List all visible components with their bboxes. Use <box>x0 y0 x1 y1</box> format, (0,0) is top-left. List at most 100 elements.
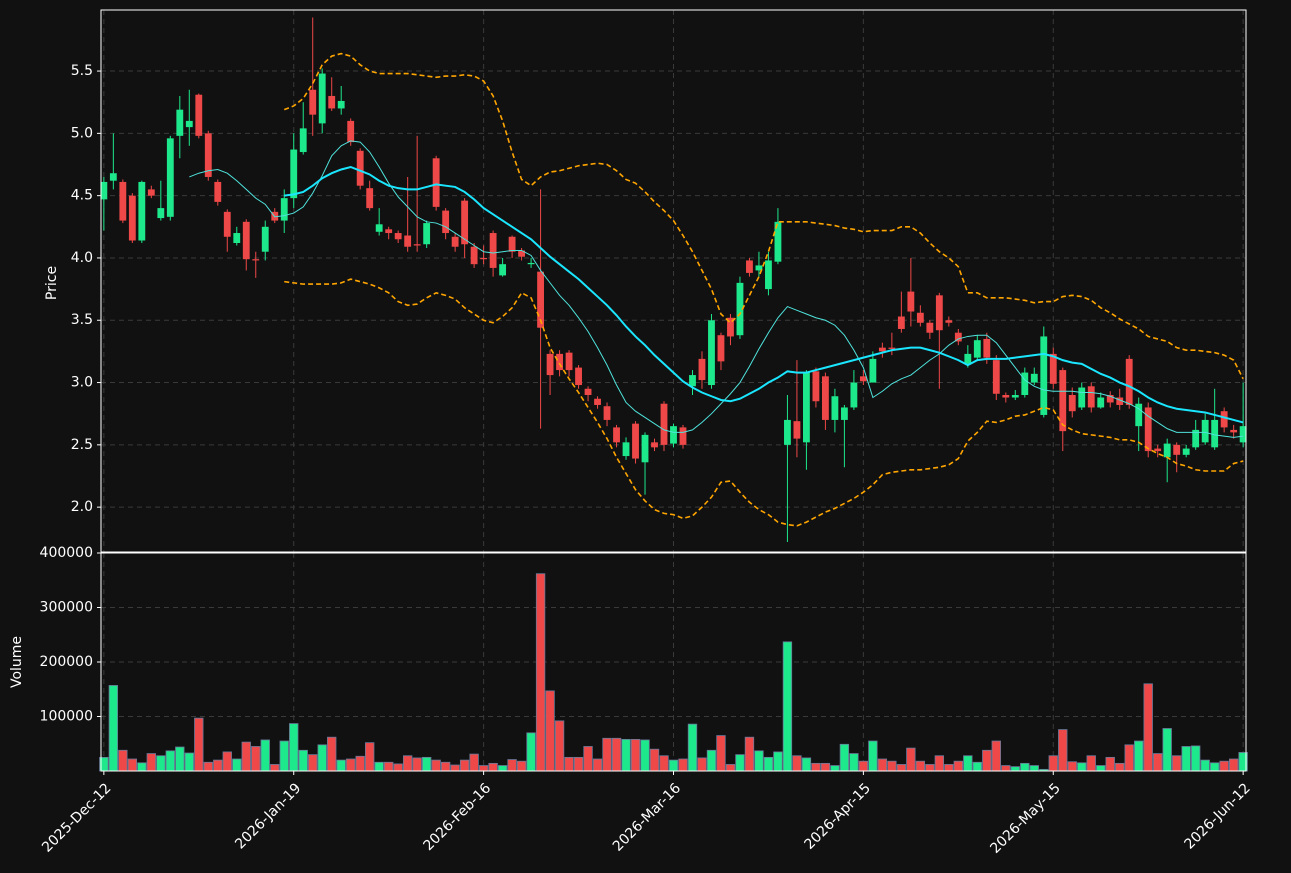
candle-body <box>1201 419 1209 443</box>
candle-body <box>176 109 184 136</box>
volume-bar <box>1086 755 1096 772</box>
candle-body <box>774 221 782 262</box>
volume-bar <box>1096 765 1106 772</box>
candle-body <box>1002 395 1010 398</box>
volume-bar <box>346 758 356 772</box>
volume-bar <box>232 758 242 772</box>
volume-bar <box>820 762 831 772</box>
volume-bar <box>516 760 527 772</box>
volume-bar <box>697 757 707 772</box>
candle-body <box>366 188 374 209</box>
volume-bar <box>478 765 489 772</box>
volume-bar <box>317 744 327 772</box>
volume-bar <box>1191 745 1201 772</box>
candle-body <box>385 229 393 234</box>
indicator-line <box>284 165 1244 424</box>
volume-bar <box>365 742 375 772</box>
candle-body <box>964 353 972 364</box>
volume-bar <box>213 759 223 772</box>
volume-bar <box>725 764 736 772</box>
y-tick-label: 2.0 <box>71 499 93 515</box>
candle-body <box>470 246 478 265</box>
candle-body <box>784 419 791 445</box>
candle-body <box>1230 429 1238 433</box>
volume-bar <box>972 761 982 772</box>
candle-body <box>537 271 544 328</box>
candle-body <box>793 421 801 439</box>
candle-body <box>394 233 402 240</box>
candle-body <box>337 100 345 109</box>
y-tick-label: 5.5 <box>71 63 93 79</box>
candle-body <box>1059 370 1067 432</box>
volume-bar <box>384 761 394 772</box>
candle-body <box>261 226 269 252</box>
y-axis-label: Volume <box>9 636 25 688</box>
volume-bar <box>1105 756 1115 772</box>
volume-bar <box>687 723 698 772</box>
candle-body <box>404 235 412 247</box>
candle-body <box>1068 395 1076 412</box>
candle-body <box>850 382 858 408</box>
candle-body <box>878 347 886 352</box>
candle-body <box>954 332 962 342</box>
candle-body <box>489 233 497 268</box>
volume-bar <box>906 747 916 772</box>
volume-bar <box>289 723 299 772</box>
indicator-line <box>284 278 1244 527</box>
candle-body <box>935 295 943 331</box>
candle-body <box>147 189 155 196</box>
volume-bar <box>659 755 669 772</box>
candle-body <box>518 250 526 257</box>
volume-bar <box>754 750 764 772</box>
volume-bar <box>165 750 175 772</box>
volume-bar <box>573 756 584 772</box>
volume-bar <box>488 762 498 772</box>
candle-body <box>641 434 649 463</box>
volume-bar <box>744 736 755 772</box>
candle-body <box>727 317 734 337</box>
candle-body <box>1239 426 1247 443</box>
volume-bar <box>184 752 194 772</box>
volume-bar <box>421 756 432 772</box>
candle-body <box>679 427 687 445</box>
volume-bar <box>602 737 612 772</box>
volume-bar <box>1001 765 1011 772</box>
candle-body <box>556 353 563 371</box>
volume-bar <box>811 762 821 772</box>
y-axis-label: Price <box>44 266 60 300</box>
candle-body <box>280 198 288 221</box>
volume-bar <box>1209 762 1220 772</box>
volume-bar <box>241 741 251 772</box>
candle-body <box>916 312 924 323</box>
volume-bar <box>849 753 859 772</box>
candle-body <box>204 133 212 177</box>
candle-body <box>1163 443 1171 458</box>
candle-body <box>461 200 469 245</box>
volume-bar <box>592 758 603 772</box>
candle-body <box>888 347 896 349</box>
y-tick-label: 2.5 <box>71 437 93 453</box>
volume-bar <box>355 755 365 772</box>
candle-body <box>603 406 611 420</box>
volume-bar <box>1228 758 1239 772</box>
volume-bar <box>1077 762 1087 772</box>
indicator-line <box>189 140 1244 438</box>
volume-bar <box>630 738 641 772</box>
panel-frame <box>100 9 1247 553</box>
volume-bar <box>440 761 451 772</box>
volume-bar <box>507 759 517 772</box>
volume-bar <box>1020 762 1030 772</box>
candle-body <box>1021 372 1029 396</box>
candle-body <box>831 396 839 420</box>
candle-body <box>594 398 601 405</box>
volume-bar <box>137 762 147 772</box>
candle-body <box>689 375 696 387</box>
volume-bar <box>1219 760 1229 772</box>
volume-bar <box>535 573 546 772</box>
y-tick-label: 400000 <box>40 545 93 561</box>
volume-bar <box>716 735 726 772</box>
volume-bar <box>925 764 935 772</box>
volume-bar <box>545 690 555 772</box>
candle-body <box>138 181 146 241</box>
candle-body <box>1125 358 1133 405</box>
